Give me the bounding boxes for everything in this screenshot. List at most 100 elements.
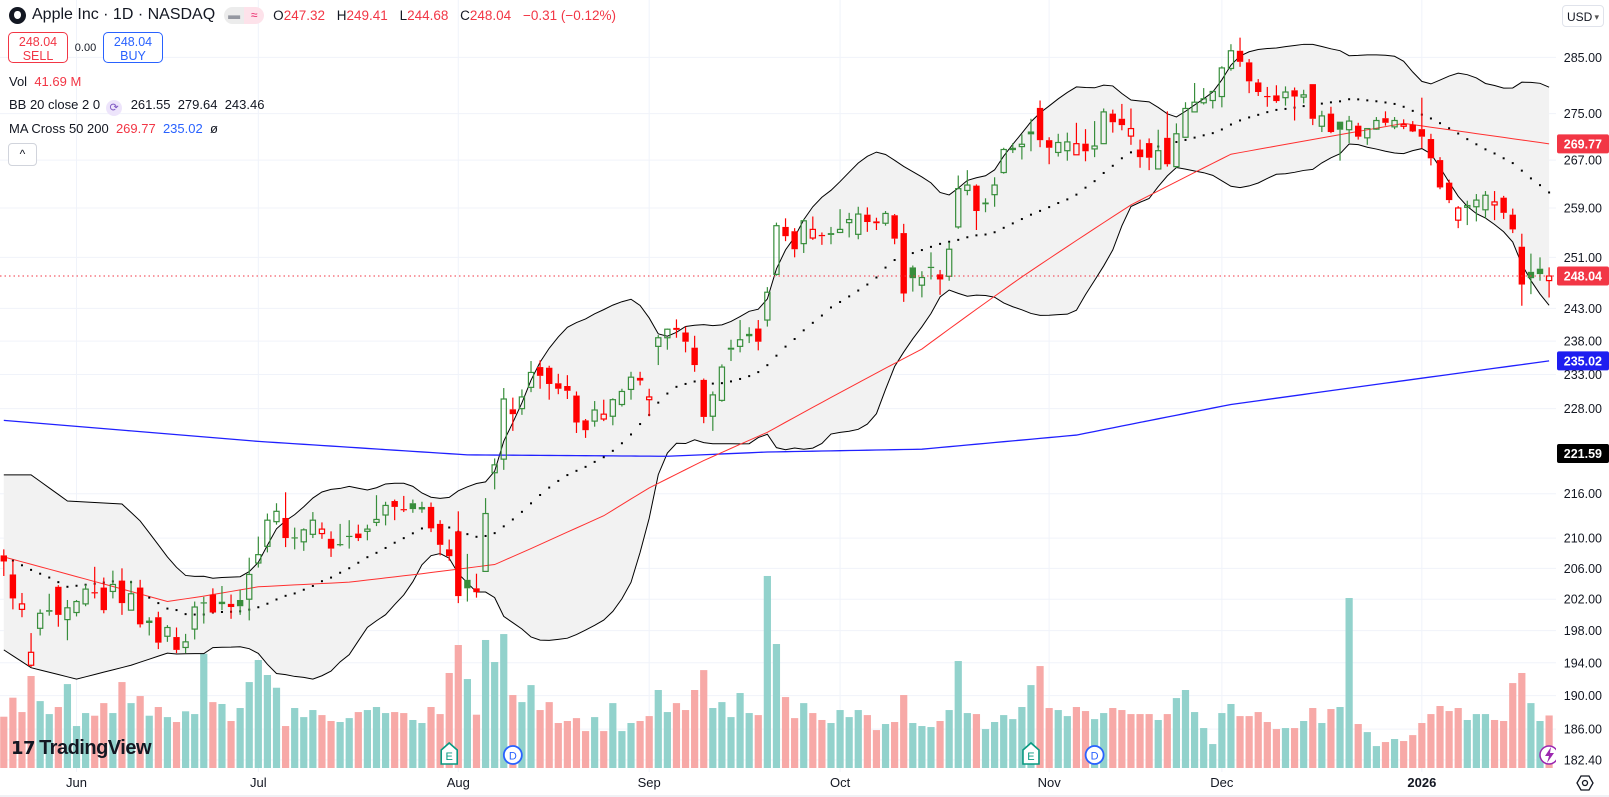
volume-bar [636,721,644,768]
bollinger-basis-dot [1120,157,1123,160]
candle [1073,122,1080,156]
candle-body [1509,214,1516,230]
candle-body [1245,62,1253,82]
candle-body [491,464,498,474]
candle-body [82,588,89,605]
candle [327,531,335,557]
time-tick-label: Jul [250,775,267,790]
candle [427,502,435,533]
candle [864,207,871,232]
volume-bar [1390,739,1399,768]
candle [436,520,444,556]
legend-bollinger[interactable]: BB 20 close 2 0 ⟳ 261.55 279.64 243.46 [9,97,264,116]
candle [109,570,117,599]
volume-bar [91,715,99,768]
volume-bar [1109,708,1117,768]
candle-body [636,377,644,381]
bollinger-basis-dot [266,602,269,605]
buy-button[interactable]: 248.04 BUY [103,32,163,63]
candle [1427,133,1435,166]
candle [118,568,126,615]
refresh-icon[interactable]: ⟳ [106,100,123,116]
volume-bar [1200,728,1208,768]
candle-body [400,509,407,511]
candle-body [318,528,326,535]
bollinger-basis-dot [866,283,869,286]
volume-bar [182,711,190,768]
candle-body [1027,131,1035,135]
bollinger-basis-dot [848,295,851,298]
bollinger-basis-dot [48,576,51,579]
apple-logo-icon [9,6,26,24]
bollinger-basis-dot [1202,134,1205,137]
bollinger-basis-dot [748,375,751,378]
price-tick-label: 243.00 [1564,302,1602,316]
candle [1036,100,1044,148]
candle-body [1427,139,1435,159]
candle [391,499,398,521]
bollinger-basis-dot [1520,169,1523,172]
candle [818,232,826,245]
candle [855,206,862,240]
bollinger-basis-dot [1020,218,1023,221]
candle-body [273,510,280,523]
candle-body [1436,160,1444,188]
collapse-legend-button[interactable]: ^ [8,143,37,166]
candle [1518,233,1526,306]
candle-body [973,185,980,212]
candle-body [255,554,262,564]
volume-bar [1190,712,1199,768]
symbol-title[interactable]: Apple Inc · 1D · NASDAQ [32,6,216,23]
low-value: 244.68 [407,7,449,23]
candle [691,335,698,372]
candle-body [418,507,426,510]
price-tick-label: 275.00 [1564,107,1602,121]
candle [609,398,617,426]
candle [909,265,916,292]
bollinger-basis-dot [302,588,305,591]
currency-selector[interactable]: USD ▾ [1562,5,1604,27]
volume-bar [436,714,444,768]
candle [527,361,535,393]
volume-bar [100,703,108,768]
candle [1127,108,1135,145]
close-value: 248.04 [469,7,512,23]
volume-bar [291,708,299,768]
volume-bar [127,703,135,768]
ma-label: MA Cross 50 200 [9,121,109,136]
candle [1464,200,1471,226]
market-status-pill[interactable]: ▬ ≈ [224,6,265,24]
sell-button[interactable]: 248.04 SELL [8,32,68,63]
legend-volume[interactable]: Vol 41.69 M [9,74,81,89]
bollinger-basis-dot [166,607,169,610]
legend-ma-cross[interactable]: MA Cross 50 200 269.77 235.02 ø [9,121,218,136]
bollinger-basis-dot [1529,177,1532,180]
candle [1145,138,1153,171]
candle-body [227,603,235,608]
candle [509,397,517,431]
bollinger-basis-dot [1002,226,1005,229]
volume-bar [1209,744,1217,768]
volume-bar [72,726,81,768]
candle [900,223,907,302]
volume-bar [1127,714,1135,768]
volume-bar [1118,710,1126,768]
candle-body [536,367,544,376]
candle-body [446,549,453,557]
candle-body [1109,113,1116,123]
candle-body [291,537,298,539]
bollinger-basis-dot [1457,132,1460,135]
candle-body [582,420,589,431]
volume-bar [991,722,999,768]
candle-body [436,523,444,545]
volume-bar [1454,708,1462,768]
volume-bar [272,687,281,768]
candle [1345,115,1353,144]
volume-bar [0,716,8,768]
bollinger-basis-dot [966,236,969,239]
candle [82,584,89,607]
candle [764,287,771,327]
volume-bar [109,713,117,768]
bollinger-basis-dot [1402,105,1405,108]
